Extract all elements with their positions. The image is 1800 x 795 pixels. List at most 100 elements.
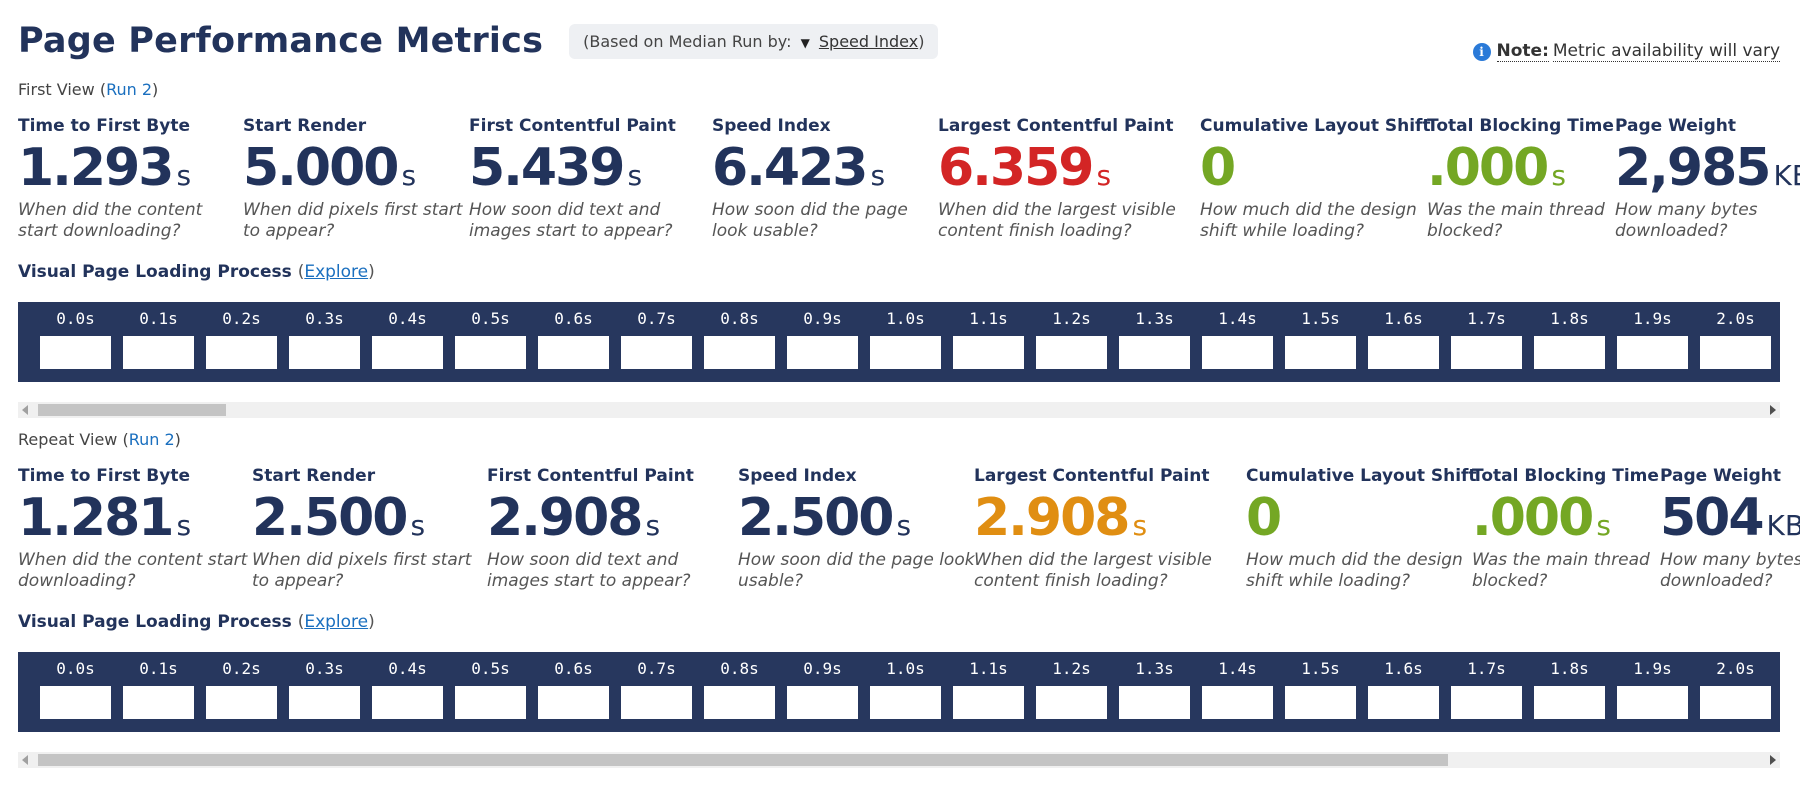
frame-thumbnail[interactable] bbox=[621, 336, 692, 369]
frame-thumbnail[interactable] bbox=[1451, 336, 1522, 369]
scroll-right-arrow-icon[interactable] bbox=[1770, 405, 1776, 415]
filmstrip-frame[interactable]: 1.6s bbox=[1368, 652, 1439, 719]
frame-thumbnail[interactable] bbox=[289, 686, 360, 719]
frame-thumbnail[interactable] bbox=[953, 686, 1024, 719]
frame-thumbnail[interactable] bbox=[1202, 686, 1273, 719]
scroll-left-arrow-icon[interactable] bbox=[22, 755, 28, 765]
scroll-right-arrow-icon[interactable] bbox=[1770, 755, 1776, 765]
filmstrip-frame[interactable]: 0.3s bbox=[289, 302, 360, 369]
filmstrip-frame[interactable]: 0.6s bbox=[538, 302, 609, 369]
frame-thumbnail[interactable] bbox=[1700, 686, 1771, 719]
filmstrip-frame[interactable]: 1.3s bbox=[1119, 302, 1190, 369]
triangle-down-icon[interactable]: ▼ bbox=[800, 35, 810, 50]
frame-thumbnail[interactable] bbox=[1285, 336, 1356, 369]
filmstrip-frame[interactable]: 0.2s bbox=[206, 652, 277, 719]
filmstrip-frame[interactable]: 1.7s bbox=[1451, 652, 1522, 719]
frame-thumbnail[interactable] bbox=[289, 336, 360, 369]
frame-thumbnail[interactable] bbox=[538, 336, 609, 369]
filmstrip-frame[interactable]: 1.9s bbox=[1617, 302, 1688, 369]
filmstrip-frame[interactable]: 0.4s bbox=[372, 652, 443, 719]
filmstrip-frame[interactable]: 1.5s bbox=[1285, 302, 1356, 369]
filmstrip-frame[interactable]: 0.2s bbox=[206, 302, 277, 369]
frame-thumbnail[interactable] bbox=[538, 686, 609, 719]
filmstrip-frame[interactable]: 0.5s bbox=[455, 652, 526, 719]
filmstrip-frame[interactable]: 0.0s bbox=[40, 302, 111, 369]
frame-thumbnail[interactable] bbox=[1036, 336, 1107, 369]
frame-thumbnail[interactable] bbox=[206, 686, 277, 719]
frame-thumbnail[interactable] bbox=[455, 336, 526, 369]
frame-thumbnail[interactable] bbox=[1202, 336, 1273, 369]
frame-thumbnail[interactable] bbox=[953, 336, 1024, 369]
repeat-view-filmstrip[interactable]: 0.0s 0.1s 0.2s 0.3s 0.4s 0.5s 0.6s 0.7s 0.8s 0.9s… bbox=[18, 652, 1780, 732]
note-text[interactable]: Metric availability will vary bbox=[1552, 41, 1780, 62]
filmstrip-frame[interactable]: 1.4s bbox=[1202, 302, 1273, 369]
frame-thumbnail[interactable] bbox=[372, 686, 443, 719]
scroll-left-arrow-icon[interactable] bbox=[22, 405, 28, 415]
scrollbar-thumb[interactable] bbox=[38, 754, 1448, 766]
scrollbar-thumb[interactable] bbox=[38, 404, 226, 416]
filmstrip-frame[interactable]: 0.9s bbox=[787, 302, 858, 369]
frame-thumbnail[interactable] bbox=[123, 336, 194, 369]
filmstrip-frame[interactable]: 1.9s bbox=[1617, 652, 1688, 719]
frame-thumbnail[interactable] bbox=[372, 336, 443, 369]
filmstrip-frame[interactable]: 0.1s bbox=[123, 652, 194, 719]
filmstrip-frame[interactable]: 0.8s bbox=[704, 652, 775, 719]
frame-thumbnail[interactable] bbox=[704, 336, 775, 369]
frame-thumbnail[interactable] bbox=[40, 336, 111, 369]
filmstrip-frame[interactable]: 0.1s bbox=[123, 302, 194, 369]
repeat-view-scrollbar[interactable] bbox=[18, 752, 1780, 768]
frame-thumbnail[interactable] bbox=[621, 686, 692, 719]
frame-thumbnail[interactable] bbox=[206, 336, 277, 369]
frame-thumbnail[interactable] bbox=[40, 686, 111, 719]
filmstrip-frame[interactable]: 0.8s bbox=[704, 302, 775, 369]
filmstrip-frame[interactable]: 1.8s bbox=[1534, 652, 1605, 719]
first-view-filmstrip[interactable]: 0.0s 0.1s 0.2s 0.3s 0.4s 0.5s 0.6s 0.7s 0.8s 0.9s… bbox=[18, 302, 1780, 382]
filmstrip-frame[interactable]: 1.1s bbox=[953, 652, 1024, 719]
repeat-view-run-link[interactable]: Run 2 bbox=[128, 430, 175, 449]
filmstrip-frame[interactable]: 0.7s bbox=[621, 652, 692, 719]
filmstrip-frame[interactable]: 1.0s bbox=[870, 652, 941, 719]
frame-thumbnail[interactable] bbox=[455, 686, 526, 719]
filmstrip-frame[interactable]: 0.9s bbox=[787, 652, 858, 719]
frame-thumbnail[interactable] bbox=[1700, 336, 1771, 369]
frame-thumbnail[interactable] bbox=[1285, 686, 1356, 719]
frame-thumbnail[interactable] bbox=[870, 336, 941, 369]
filmstrip-frame[interactable]: 2.0s bbox=[1700, 302, 1771, 369]
frame-thumbnail[interactable] bbox=[1119, 336, 1190, 369]
filmstrip-frame[interactable]: 1.8s bbox=[1534, 302, 1605, 369]
frame-thumbnail[interactable] bbox=[1036, 686, 1107, 719]
filmstrip-frame[interactable]: 1.0s bbox=[870, 302, 941, 369]
frame-thumbnail[interactable] bbox=[1534, 336, 1605, 369]
median-run-selector[interactable]: (Based on Median Run by: ▼ Speed Index) bbox=[569, 23, 939, 59]
frame-thumbnail[interactable] bbox=[787, 686, 858, 719]
filmstrip-frame[interactable]: 0.7s bbox=[621, 302, 692, 369]
frame-thumbnail[interactable] bbox=[1368, 336, 1439, 369]
filmstrip-frame[interactable]: 1.4s bbox=[1202, 652, 1273, 719]
filmstrip-frame[interactable]: 1.3s bbox=[1119, 652, 1190, 719]
filmstrip-frame[interactable]: 0.5s bbox=[455, 302, 526, 369]
frame-thumbnail[interactable] bbox=[1119, 686, 1190, 719]
frame-thumbnail[interactable] bbox=[1617, 336, 1688, 369]
metric-note[interactable]: i Note: Metric availability will vary bbox=[1472, 41, 1780, 62]
filmstrip-frame[interactable]: 0.0s bbox=[40, 652, 111, 719]
frame-thumbnail[interactable] bbox=[1368, 686, 1439, 719]
frame-thumbnail[interactable] bbox=[1534, 686, 1605, 719]
filmstrip-frame[interactable]: 1.6s bbox=[1368, 302, 1439, 369]
filmstrip-frame[interactable]: 0.4s bbox=[372, 302, 443, 369]
filmstrip-frame[interactable]: 1.1s bbox=[953, 302, 1024, 369]
frame-thumbnail[interactable] bbox=[1617, 686, 1688, 719]
repeat-view-explore-link[interactable]: Explore bbox=[304, 612, 369, 632]
frame-thumbnail[interactable] bbox=[1451, 686, 1522, 719]
frame-thumbnail[interactable] bbox=[870, 686, 941, 719]
frame-thumbnail[interactable] bbox=[704, 686, 775, 719]
filmstrip-frame[interactable]: 0.6s bbox=[538, 652, 609, 719]
filmstrip-frame[interactable]: 0.3s bbox=[289, 652, 360, 719]
filmstrip-frame[interactable]: 1.2s bbox=[1036, 652, 1107, 719]
median-metric-select[interactable]: Speed Index bbox=[818, 31, 919, 51]
first-view-explore-link[interactable]: Explore bbox=[304, 262, 369, 282]
first-view-run-link[interactable]: Run 2 bbox=[106, 80, 153, 99]
frame-thumbnail[interactable] bbox=[123, 686, 194, 719]
filmstrip-frame[interactable]: 1.5s bbox=[1285, 652, 1356, 719]
frame-thumbnail[interactable] bbox=[787, 336, 858, 369]
filmstrip-frame[interactable]: 1.7s bbox=[1451, 302, 1522, 369]
